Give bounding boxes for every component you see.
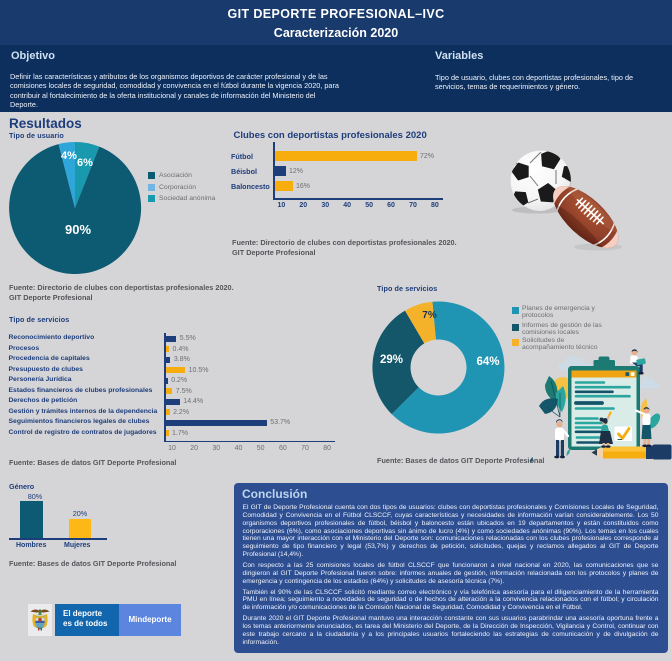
svg-text:90%: 90% [65, 222, 91, 237]
svg-text:64%: 64% [476, 356, 499, 368]
svg-text:7%: 7% [422, 310, 437, 321]
svg-text:29%: 29% [380, 354, 403, 366]
svg-text:6%: 6% [77, 157, 93, 169]
svg-text:4%: 4% [61, 150, 77, 162]
